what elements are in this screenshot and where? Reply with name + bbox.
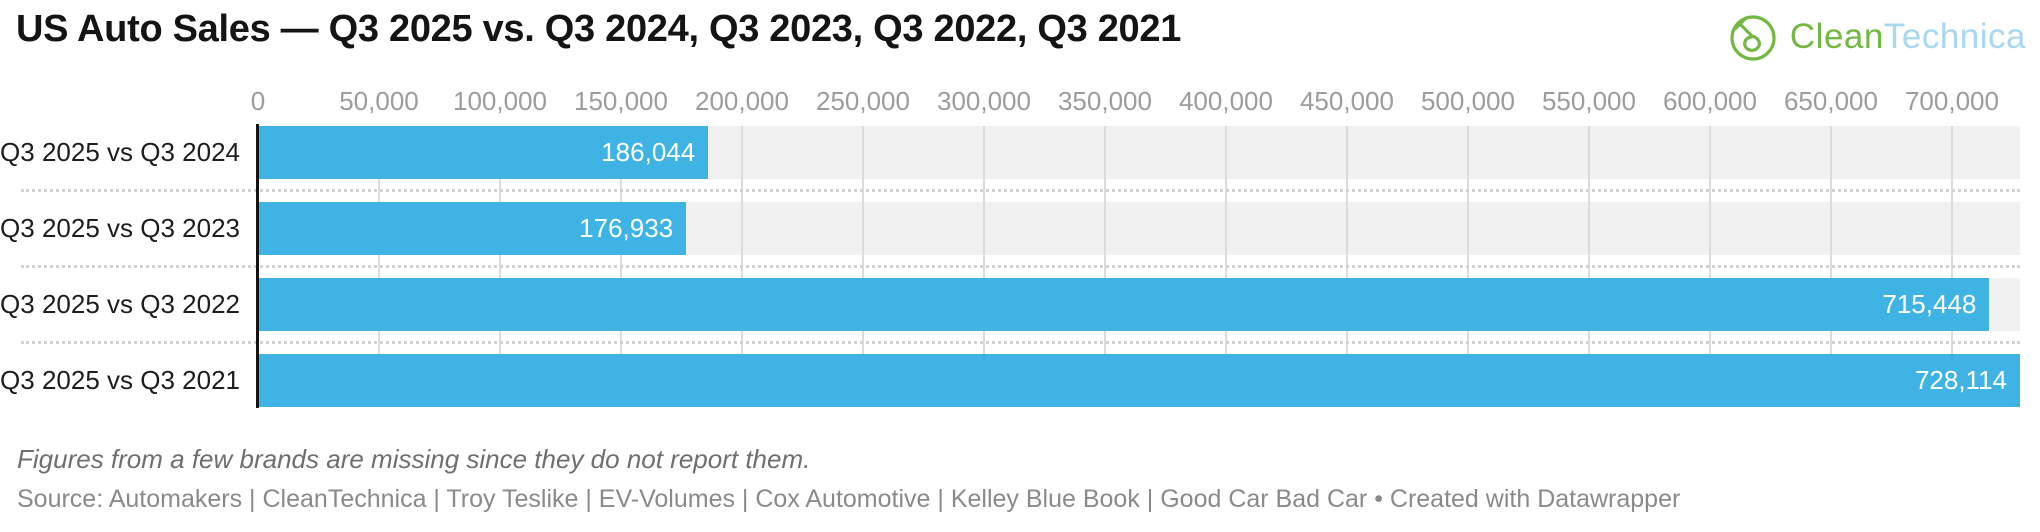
bar: 715,448 — [258, 278, 1990, 331]
chart-title: US Auto Sales — Q3 2025 vs. Q3 2024, Q3 … — [16, 8, 1182, 50]
axis-tick-label: 400,000 — [1178, 86, 1273, 116]
bar: 728,114 — [258, 354, 2020, 407]
axis-tick-label: 650,000 — [1783, 86, 1878, 116]
bar-value-label: 176,933 — [579, 213, 674, 243]
cleantechnica-logo: CleanTechnica — [1726, 8, 2026, 66]
category-label: Q3 2025 vs Q3 2021 — [0, 365, 240, 395]
row-separator — [21, 189, 2020, 192]
axis-tick-label: 100,000 — [452, 86, 547, 116]
axis-tick-label: 200,000 — [694, 86, 789, 116]
cleantechnica-plug-icon — [1730, 15, 1776, 61]
axis-tick-label: 550,000 — [1541, 86, 1636, 116]
axis-tick-label: 450,000 — [1299, 86, 1394, 116]
row-separator — [21, 341, 2020, 344]
axis-tick-label: 150,000 — [573, 86, 668, 116]
bar-value-label: 186,044 — [601, 137, 696, 167]
axis-zero-line — [256, 124, 259, 408]
category-label: Q3 2025 vs Q3 2024 — [0, 137, 240, 167]
axis-tick-label: 50,000 — [339, 86, 419, 116]
axis-tick-label: 500,000 — [1420, 86, 1515, 116]
axis-tick-label: 250,000 — [815, 86, 910, 116]
logo-text-clean: Clean — [1789, 17, 1884, 56]
cleantechnica-wordmark: CleanTechnica — [1790, 17, 2026, 57]
axis-tick-label: 300,000 — [936, 86, 1031, 116]
axis-tick-label: 0 — [250, 86, 266, 116]
bar: 176,933 — [258, 202, 687, 255]
axis-tick-label: 350,000 — [1057, 86, 1152, 116]
bar-value-label: 715,448 — [1882, 289, 1977, 319]
category-label: Q3 2025 vs Q3 2022 — [0, 289, 240, 319]
category-label: Q3 2025 vs Q3 2023 — [0, 213, 240, 243]
chart-note: Figures from a few brands are missing si… — [17, 444, 811, 474]
bar: 186,044 — [258, 126, 709, 179]
row-separator — [21, 265, 2020, 268]
axis-tick-label: 600,000 — [1662, 86, 1757, 116]
logo-text-technica: Technica — [1883, 17, 2026, 56]
chart-source-line: Source: Automakers | CleanTechnica | Tro… — [17, 485, 1681, 513]
bar-value-label: 728,114 — [1914, 365, 2007, 395]
axis-tick-label: 700,000 — [1904, 86, 1999, 116]
